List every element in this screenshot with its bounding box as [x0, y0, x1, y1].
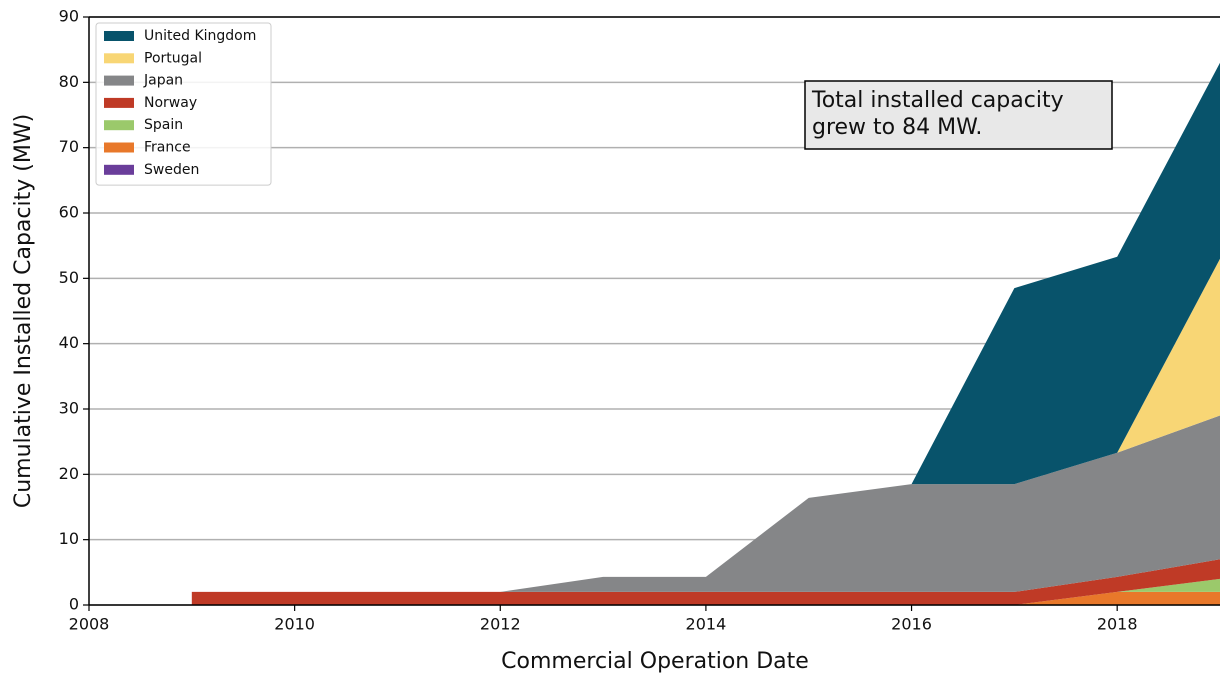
y-tick-label: 50 — [59, 268, 79, 287]
legend-swatch — [104, 53, 134, 64]
legend-label: United Kingdom — [144, 28, 256, 44]
x-tick-label: 2014 — [686, 615, 727, 634]
y-tick-label: 40 — [59, 333, 79, 352]
x-tick-label: 2008 — [69, 615, 110, 634]
x-tick-label: 2010 — [274, 615, 315, 634]
y-tick-label: 70 — [59, 137, 79, 156]
y-tick-label: 60 — [59, 203, 79, 222]
legend-swatch — [104, 31, 134, 41]
legend-swatch — [104, 164, 134, 175]
legend-label: France — [144, 140, 191, 156]
legend-label: Sweden — [144, 162, 199, 178]
y-tick-label: 10 — [59, 529, 79, 548]
y-tick-label: 80 — [59, 72, 79, 91]
legend-label: Norway — [144, 95, 197, 111]
legend-label: Japan — [143, 73, 183, 89]
legend-box — [95, 22, 272, 186]
y-tick-label: 0 — [69, 595, 79, 614]
x-axis-label: Commercial Operation Date — [501, 649, 809, 674]
y-tick-label: 20 — [59, 464, 79, 483]
y-axis-label: Cumulative Installed Capacity (MW) — [11, 114, 36, 508]
area — [191, 62, 1221, 592]
x-tick-label: 2016 — [891, 615, 932, 634]
annotation-text: grew to 84 MW. — [812, 115, 982, 140]
legend-swatch — [104, 120, 134, 131]
legend-swatch — [104, 142, 134, 153]
legend-label: Portugal — [144, 50, 202, 66]
legend-swatch — [104, 97, 134, 108]
area — [191, 415, 1221, 592]
area — [191, 559, 1221, 605]
x-tick-label: 2012 — [480, 615, 521, 634]
legend-swatch — [104, 75, 134, 86]
y-tick-label: 30 — [59, 399, 79, 418]
annotation-text: Total installed capacity — [811, 88, 1064, 113]
y-tick-label: 90 — [59, 7, 79, 26]
x-tick-label: 2018 — [1097, 615, 1138, 634]
annotation-box — [804, 80, 1113, 150]
legend-label: Spain — [144, 117, 183, 133]
area — [191, 591, 1221, 605]
